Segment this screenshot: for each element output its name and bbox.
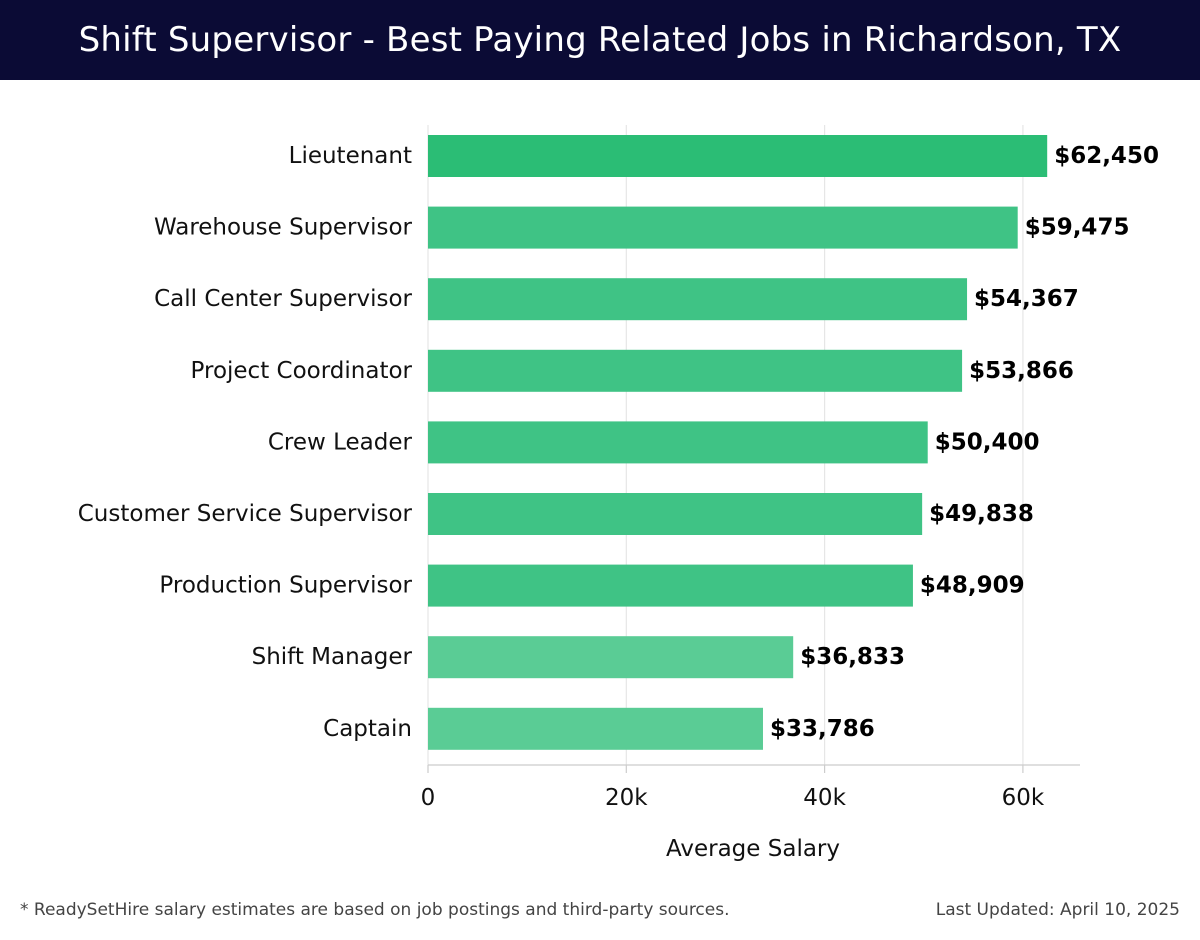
category-label: Lieutenant [289, 143, 412, 169]
x-axis-label: Average Salary [666, 836, 840, 862]
bar [428, 707, 763, 750]
category-label: Call Center Supervisor [154, 286, 412, 312]
value-label: $53,866 [969, 358, 1074, 384]
last-updated: Last Updated: April 10, 2025 [935, 900, 1180, 920]
x-axis: 0 20k 40k 60k [421, 764, 1080, 811]
value-label: $49,838 [929, 501, 1034, 527]
chart-title: Shift Supervisor - Best Paying Related J… [78, 20, 1122, 60]
bar [428, 135, 1048, 177]
bar [428, 206, 1018, 249]
value-label: $36,833 [800, 644, 905, 670]
bar-chart: Lieutenant $62,450 Warehouse Supervisor $59… [78, 125, 1159, 862]
x-tick-label: 0 [421, 785, 436, 811]
category-label: Crew Leader [268, 429, 413, 455]
category-label: Project Coordinator [191, 358, 413, 384]
category-label: Customer Service Supervisor [78, 501, 413, 527]
category-label: Warehouse Supervisor [154, 215, 413, 241]
chart-header: Shift Supervisor - Best Paying Related J… [0, 0, 1200, 80]
bar [428, 564, 913, 607]
value-label: $33,786 [770, 716, 875, 742]
value-label: $48,909 [920, 573, 1025, 599]
bar [428, 278, 968, 321]
x-tick-label: 20k [605, 785, 648, 811]
value-label: $62,450 [1054, 143, 1159, 169]
footnote: * ReadySetHire salary estimates are base… [20, 900, 730, 920]
category-label: Production Supervisor [159, 573, 412, 599]
bar [428, 421, 928, 464]
value-label: $50,400 [935, 429, 1040, 455]
category-label: Captain [323, 716, 412, 742]
bars: Lieutenant $62,450 Warehouse Supervisor $59… [78, 135, 1159, 750]
bar [428, 493, 923, 535]
value-label: $54,367 [974, 286, 1079, 312]
bar [428, 636, 794, 679]
x-tick-label: 60k [1002, 785, 1045, 811]
value-label: $59,475 [1025, 215, 1130, 241]
category-label: Shift Manager [252, 644, 413, 670]
x-tick-label: 40k [803, 785, 846, 811]
bar [428, 349, 963, 392]
